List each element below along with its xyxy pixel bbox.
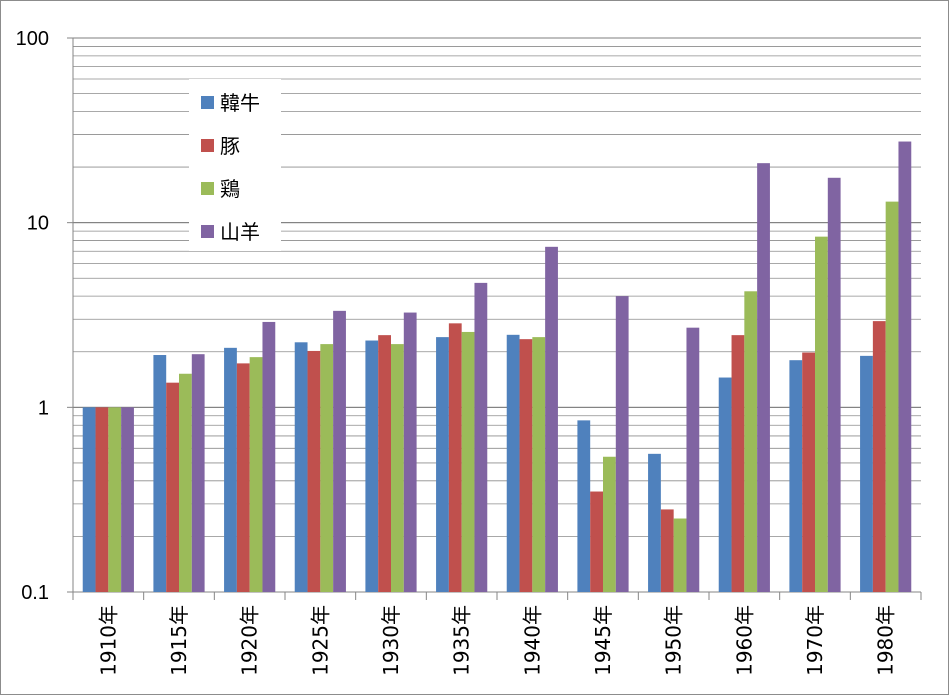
bar-豚-1915年 — [166, 382, 179, 592]
legend-label: 山羊 — [220, 220, 260, 244]
bar-山羊-1930年 — [403, 312, 417, 592]
bar-山羊-1935年 — [474, 282, 488, 592]
bar-鶏-1910年 — [108, 407, 122, 592]
y-tick-label: 10 — [27, 213, 49, 235]
bars — [82, 141, 912, 592]
bar-韓牛-1945年 — [577, 420, 591, 592]
bar-山羊-1940年 — [545, 246, 558, 592]
bar-鶏-1925年 — [320, 344, 334, 592]
bar-韓牛-1940年 — [506, 334, 520, 592]
x-category-label: 1930年 — [379, 605, 403, 676]
x-category-label: 1925年 — [308, 605, 332, 676]
bar-豚-1935年 — [448, 323, 462, 592]
bar-豚-1910年 — [95, 407, 109, 592]
bar-山羊-1925年 — [333, 310, 346, 592]
bar-山羊-1950年 — [686, 327, 700, 592]
bar-韓牛-1935年 — [436, 337, 449, 592]
bar-鶏-1940年 — [532, 337, 546, 592]
bar-鶏-1950年 — [673, 518, 687, 592]
x-category-label: 1980年 — [874, 605, 898, 676]
legend-label: 豚 — [220, 134, 240, 158]
x-category-label: 1915年 — [167, 605, 191, 676]
bar-韓牛-1910年 — [82, 407, 96, 592]
legend-swatch — [201, 182, 214, 195]
x-category-label: 1910年 — [96, 605, 120, 676]
x-category-label: 1920年 — [238, 605, 262, 676]
bar-鶏-1915年 — [179, 373, 192, 592]
bar-韓牛-1925年 — [294, 342, 308, 592]
y-tick-label: 100 — [16, 28, 49, 50]
bar-山羊-1915年 — [191, 354, 205, 592]
bar-山羊-1910年 — [121, 407, 134, 592]
bar-豚-1940年 — [519, 339, 533, 592]
legend-label: 鶏 — [220, 177, 240, 201]
bar-山羊-1920年 — [262, 321, 276, 592]
bar-豚-1960年 — [731, 335, 745, 592]
bar-韓牛-1960年 — [718, 377, 732, 592]
bar-山羊-1970年 — [827, 177, 841, 592]
x-category-label: 1960年 — [732, 605, 756, 676]
bar-鶏-1960年 — [744, 291, 758, 592]
bar-豚-1950年 — [660, 509, 674, 592]
bar-山羊-1960年 — [757, 163, 770, 592]
bar-韓牛-1980年 — [860, 355, 873, 592]
bar-鶏-1930年 — [391, 344, 404, 592]
bar-鶏-1945年 — [603, 456, 616, 592]
bar-鶏-1970年 — [815, 236, 828, 592]
bar-豚-1925年 — [307, 350, 321, 592]
y-tick-label: 0.1 — [21, 582, 49, 604]
bar-山羊-1945年 — [615, 296, 629, 592]
x-category-label: 1970年 — [803, 605, 827, 676]
bar-韓牛-1930年 — [365, 340, 379, 592]
x-category-label: 1935年 — [450, 605, 474, 676]
gridlines — [73, 37, 921, 593]
x-axis-category-labels: 1910年 1915年 1920年 1925年 1930年 1935年 1940年 1945年… — [96, 605, 897, 676]
bar-鶏-1935年 — [461, 331, 475, 592]
bar-韓牛-1920年 — [224, 347, 237, 592]
bar-豚-1920年 — [236, 363, 250, 592]
bar-豚-1970年 — [802, 352, 815, 592]
bar-鶏-1980年 — [885, 201, 899, 592]
bar-豚-1930年 — [378, 335, 391, 592]
legend-swatch — [201, 96, 214, 109]
bar-鶏-1920年 — [249, 357, 263, 592]
bar-山羊-1980年 — [898, 141, 912, 592]
bar-豚-1945年 — [590, 491, 603, 592]
axes — [67, 37, 922, 600]
bar-韓牛-1915年 — [153, 355, 167, 592]
bar-韓牛-1950年 — [648, 453, 661, 592]
y-tick-label: 1 — [38, 397, 49, 419]
x-category-label: 1945年 — [591, 605, 615, 676]
legend-swatch — [201, 225, 214, 238]
x-category-label: 1950年 — [662, 605, 686, 676]
y-axis-tick-labels: 0.1 1 10 100 — [16, 28, 49, 604]
bar-豚-1980年 — [872, 321, 886, 592]
legend-swatch — [201, 139, 214, 152]
x-category-label: 1940年 — [520, 605, 544, 676]
bar-韓牛-1970年 — [789, 360, 803, 592]
legend-label: 韓牛 — [220, 91, 260, 115]
